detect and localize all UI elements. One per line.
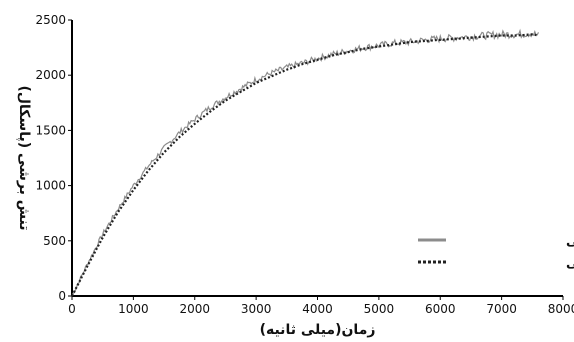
series-line-analytical <box>71 33 539 297</box>
x-tick-label: 5000 <box>364 302 395 316</box>
x-axis-title: زمان(میلی ثانیه) <box>260 322 376 338</box>
y-tick-label: 0 <box>58 289 66 303</box>
legend-label-analytical: تحلیلی - تجربی <box>566 256 574 271</box>
x-tick-label: 6000 <box>425 302 456 316</box>
legend: تجربی تحلیلی - تجربی <box>418 234 574 271</box>
legend-label-experimental: تجربی <box>566 234 574 249</box>
x-tick-label: 0 <box>68 302 76 316</box>
y-tick-label: 2000 <box>35 68 66 82</box>
axes <box>71 20 563 297</box>
y-tick-label: 1500 <box>35 123 66 137</box>
series-line-experimental <box>71 28 540 297</box>
y-tick-label: 500 <box>43 234 66 248</box>
x-tick-label: 1000 <box>118 302 149 316</box>
series-group <box>71 28 540 297</box>
x-tick-label: 3000 <box>241 302 272 316</box>
x-tick-label: 4000 <box>302 302 333 316</box>
y-ticks: 0 500 1000 1500 2000 2500 <box>35 13 72 303</box>
y-tick-label: 2500 <box>35 13 66 27</box>
y-tick-label: 1000 <box>35 179 66 193</box>
y-axis-title: تنش برشی (پاسکال) <box>16 85 32 230</box>
x-tick-label: 7000 <box>486 302 517 316</box>
x-tick-label: 2000 <box>179 302 210 316</box>
